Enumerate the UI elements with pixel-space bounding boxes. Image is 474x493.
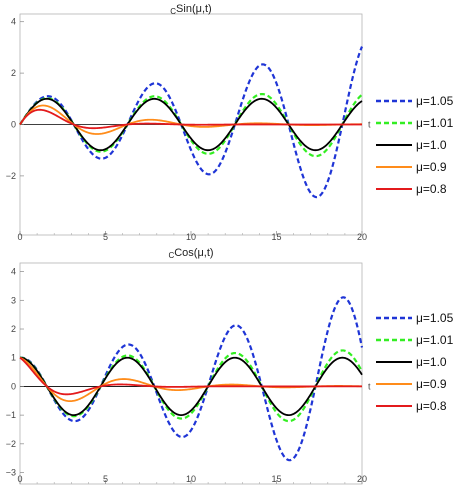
chart-panel-sin: CSin(μ,t)0 5 10 15 20420−2tμ=1.05μ=1.01μ=1.0…	[6, 3, 454, 242]
chart-panel-cos: CCos(μ,t)0 5 10 15 2043210−1−2−3tμ=1.05μ=1.0…	[6, 247, 454, 485]
x-tick-label: 5	[103, 474, 108, 484]
legend-label-0: μ=1.05	[416, 311, 454, 325]
legend-label-0: μ=1.05	[416, 94, 454, 108]
y-tick-label: 4	[11, 267, 16, 277]
y-tick-label: 4	[11, 17, 16, 27]
y-tick-label: 2	[11, 68, 16, 78]
x-tick-label: 20	[357, 474, 367, 484]
legend-label-3: μ=0.9	[416, 160, 447, 174]
series-line-4	[19, 108, 363, 130]
x-tick-label: 0	[17, 474, 22, 484]
legend-label-2: μ=1.0	[416, 138, 447, 152]
chart-title-subscript: C	[168, 251, 174, 260]
x-tick-label: 5	[103, 232, 108, 242]
chart-title-subscript: C	[170, 7, 176, 16]
chart-title-main: Sin(μ,t)	[176, 3, 212, 15]
legend-label-2: μ=1.0	[416, 355, 447, 369]
y-tick-label: 0	[11, 381, 16, 391]
series-line-2	[19, 356, 363, 417]
x-axis-label: t	[368, 381, 371, 391]
x-tick-label: 10	[186, 232, 196, 242]
x-tick-label: 15	[271, 474, 281, 484]
y-tick-label: −3	[6, 468, 16, 478]
y-tick-label: 2	[11, 324, 16, 334]
legend-label-4: μ=0.8	[416, 399, 447, 413]
chart-title: CCos(μ,t)	[168, 247, 213, 260]
series-line-1	[19, 349, 363, 423]
legend-label-1: μ=1.01	[416, 333, 454, 347]
y-tick-label: 1	[11, 353, 16, 363]
legend-label-3: μ=0.9	[416, 377, 447, 391]
x-tick-label: 20	[357, 232, 367, 242]
y-tick-label: −2	[6, 439, 16, 449]
y-tick-label: 3	[11, 295, 16, 305]
plot-frame	[19, 262, 363, 485]
x-axis-label: t	[368, 120, 371, 130]
legend-label-4: μ=0.8	[416, 182, 447, 196]
series-line-4	[19, 356, 363, 396]
series-line-0	[19, 296, 364, 462]
y-tick-label: 0	[11, 120, 16, 130]
x-tick-label: 15	[271, 232, 281, 242]
chart-title: CSin(μ,t)	[170, 3, 211, 16]
series-line-0	[19, 46, 364, 199]
legend-label-1: μ=1.01	[416, 116, 454, 130]
y-tick-label: −2	[6, 171, 16, 181]
chart-title-main: Cos(μ,t)	[174, 247, 213, 259]
series-line-2	[19, 97, 363, 152]
x-tick-label: 10	[186, 474, 196, 484]
y-tick-label: −1	[6, 410, 16, 420]
x-tick-label: 0	[17, 232, 22, 242]
